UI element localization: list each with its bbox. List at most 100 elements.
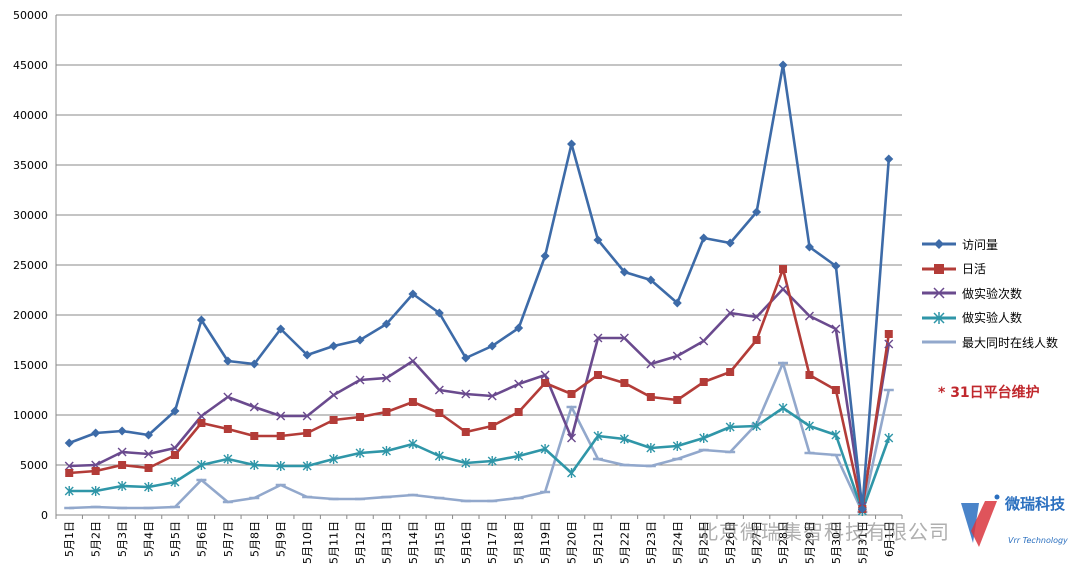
x-tick-label: 5月30日 xyxy=(830,521,843,564)
data-point-s0-16 xyxy=(487,341,497,351)
x-tick-label: 5月8日 xyxy=(248,521,261,557)
data-point-s1-11 xyxy=(356,413,365,421)
data-point-s3-25 xyxy=(725,422,735,432)
x-tick-label: 5月14日 xyxy=(407,521,420,564)
data-point-s1-24 xyxy=(699,378,708,386)
data-point-s0-23 xyxy=(672,298,682,308)
series-line-4 xyxy=(69,361,891,514)
data-point-s3-14 xyxy=(434,451,444,461)
data-point-s2-14 xyxy=(434,385,444,395)
x-tick-label: 5月27日 xyxy=(751,521,764,564)
x-tick-label: 5月7日 xyxy=(222,521,235,557)
data-point-s3-20 xyxy=(593,431,603,441)
x-tick-label: 5月17日 xyxy=(486,521,499,564)
data-point-s3-16 xyxy=(487,456,497,466)
legend-swatch-dau xyxy=(922,263,956,274)
data-point-s1-0 xyxy=(65,469,74,477)
data-point-s3-23 xyxy=(672,441,682,451)
x-tick-label: 5月16日 xyxy=(460,521,473,564)
data-point-s3-28 xyxy=(804,421,814,431)
series-line-3 xyxy=(69,406,891,513)
data-point-s0-26 xyxy=(752,207,762,217)
x-tick-label: 5月31日 xyxy=(856,521,869,564)
x-tick-label: 5月12日 xyxy=(354,521,367,564)
data-point-s1-19 xyxy=(567,390,576,398)
data-point-s3-12 xyxy=(381,446,391,456)
data-point-s0-20 xyxy=(593,235,603,245)
data-point-s1-28 xyxy=(805,371,814,379)
x-tick-label: 5月23日 xyxy=(645,521,658,564)
data-point-s1-3 xyxy=(144,464,153,472)
data-point-s0-28 xyxy=(804,242,814,252)
x-tick-label: 5月5日 xyxy=(169,521,182,557)
data-point-s3-15 xyxy=(461,458,471,468)
data-point-s2-2 xyxy=(117,447,127,457)
data-point-s2-21 xyxy=(619,333,629,343)
data-point-s2-15 xyxy=(461,389,471,399)
data-point-s3-29 xyxy=(831,430,841,440)
legend-label-experiment-users: 做实验人数 xyxy=(962,311,1023,326)
data-point-s0-7 xyxy=(249,359,259,369)
x-tick-label: 5月1日 xyxy=(63,521,76,557)
data-point-s1-23 xyxy=(673,396,682,404)
x-tick-label: 5月9日 xyxy=(275,521,288,557)
data-point-s3-13 xyxy=(408,439,418,449)
data-point-s1-29 xyxy=(831,386,840,394)
x-tick-label: 5月29日 xyxy=(803,521,816,564)
legend-swatch-visits xyxy=(922,239,956,250)
data-point-s2-17 xyxy=(514,379,524,389)
data-point-s1-5 xyxy=(197,419,206,427)
data-point-s1-12 xyxy=(382,408,391,416)
data-point-s1-8 xyxy=(276,432,285,440)
data-point-s2-26 xyxy=(752,312,762,322)
x-tick-label: 5月24日 xyxy=(671,521,684,564)
data-point-s3-2 xyxy=(117,481,127,491)
maintenance-note: * 31日平台维护 xyxy=(938,385,1040,401)
data-point-s0-6 xyxy=(223,356,233,366)
data-point-s3-26 xyxy=(752,421,762,431)
legend-item-dau: 日活 xyxy=(922,257,1058,282)
legend-item-experiment-count: 做实验次数 xyxy=(922,281,1058,306)
data-point-s0-13 xyxy=(408,289,418,299)
legend-swatch-max-online xyxy=(922,340,956,344)
x-tick-label: 5月20日 xyxy=(566,521,579,564)
data-point-s3-1 xyxy=(91,486,101,496)
data-point-s2-31 xyxy=(884,339,894,349)
data-point-s2-0 xyxy=(64,461,74,471)
data-point-s0-21 xyxy=(619,267,629,277)
y-tick-label: 0 xyxy=(41,509,48,522)
data-point-s2-19 xyxy=(567,433,577,443)
legend-item-max-online: 最大同时在线人数 xyxy=(922,330,1058,355)
x-tick-label: 5月15日 xyxy=(433,521,446,564)
data-point-s1-9 xyxy=(303,429,312,437)
data-point-s0-30 xyxy=(857,504,867,514)
data-point-s1-2 xyxy=(118,461,127,469)
data-point-s0-15 xyxy=(461,353,471,363)
data-point-s3-11 xyxy=(355,448,365,458)
data-point-s2-11 xyxy=(355,375,365,385)
x-tick-label: 5月22日 xyxy=(618,521,631,564)
data-point-s0-27 xyxy=(778,60,788,70)
x-tick-label: 5月2日 xyxy=(90,521,103,557)
series-line-1 xyxy=(69,267,891,511)
data-point-s0-17 xyxy=(514,323,524,333)
data-point-s2-4 xyxy=(170,443,180,453)
data-point-s2-5 xyxy=(196,411,206,421)
x-tick-label: 5月18日 xyxy=(513,521,526,564)
series-line-0 xyxy=(68,63,891,511)
data-point-s0-0 xyxy=(64,438,74,448)
data-point-s1-7 xyxy=(250,432,259,440)
data-point-s3-5 xyxy=(196,460,206,470)
data-point-s1-20 xyxy=(593,371,602,379)
y-tick-label: 20000 xyxy=(13,309,48,322)
legend-label-max-online: 最大同时在线人数 xyxy=(962,335,1059,350)
data-point-s0-9 xyxy=(302,350,312,360)
data-point-s2-12 xyxy=(381,373,391,383)
x-tick-label: 5月3日 xyxy=(116,521,129,557)
data-point-s0-11 xyxy=(355,335,365,345)
data-point-s1-27 xyxy=(779,265,788,273)
data-point-s0-3 xyxy=(144,430,154,440)
data-point-s0-12 xyxy=(381,319,391,329)
data-point-s3-27 xyxy=(778,403,788,413)
